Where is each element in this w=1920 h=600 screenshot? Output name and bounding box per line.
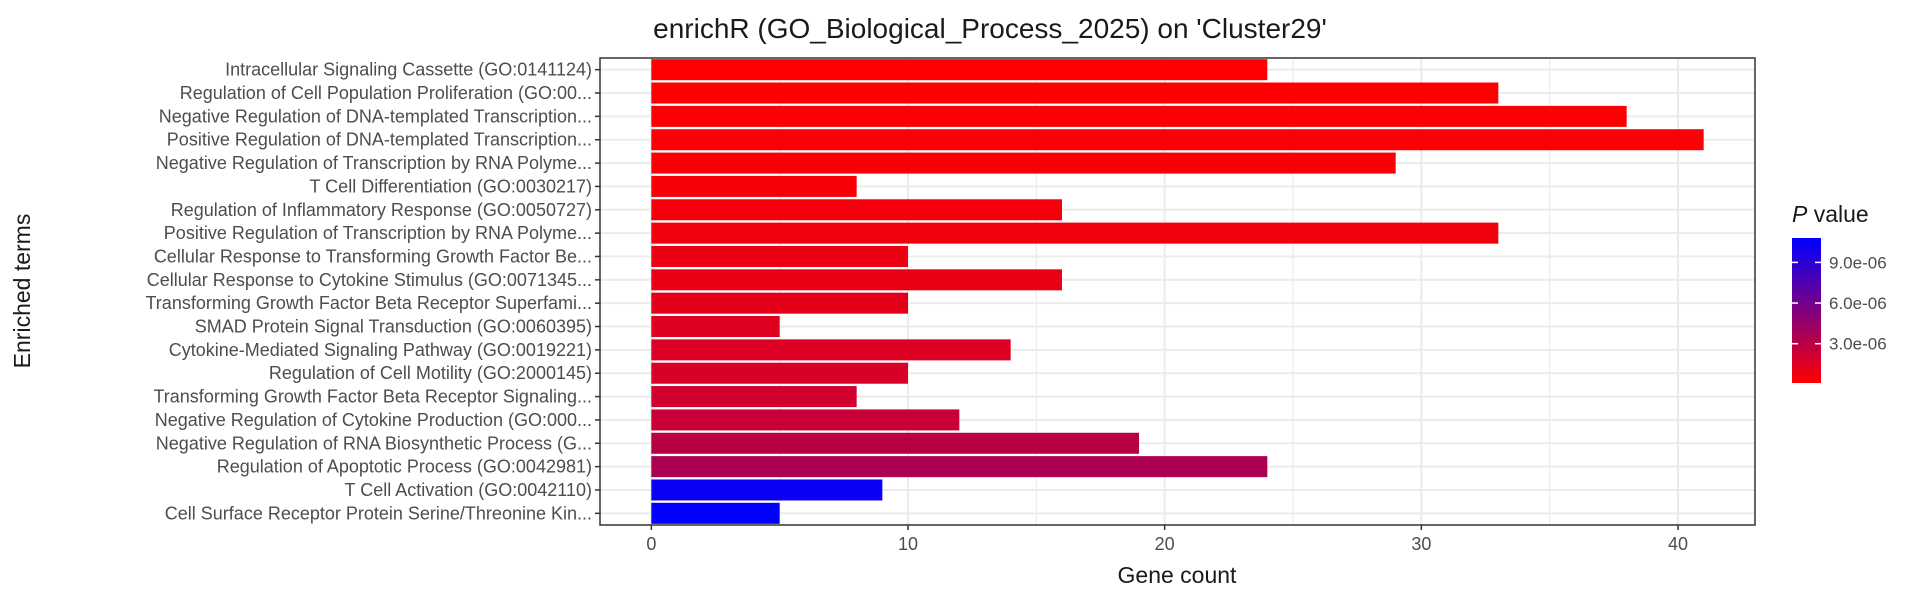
plot-panel bbox=[599, 57, 1756, 526]
term-label: Negative Regulation of Cytokine Producti… bbox=[155, 410, 592, 430]
bar bbox=[651, 105, 1627, 127]
panel-border bbox=[599, 57, 1756, 526]
bar bbox=[651, 409, 960, 431]
term-label: SMAD Protein Signal Transduction (GO:006… bbox=[195, 317, 592, 337]
term-label: Regulation of Inflammatory Response (GO:… bbox=[171, 200, 592, 220]
y-axis-title: Enriched terms bbox=[9, 214, 35, 369]
legend-colorbar bbox=[1792, 238, 1821, 383]
bar bbox=[651, 129, 1704, 151]
term-label: Negative Regulation of RNA Biosynthetic … bbox=[156, 433, 592, 453]
term-label: Cytokine-Mediated Signaling Pathway (GO:… bbox=[169, 340, 592, 360]
term-label: Intracellular Signaling Cassette (GO:014… bbox=[225, 60, 592, 80]
x-tick-label: 30 bbox=[1411, 534, 1431, 554]
legend-title: P value bbox=[1792, 201, 1869, 227]
term-label: Transforming Growth Factor Beta Receptor… bbox=[153, 387, 592, 407]
x-tick-label: 40 bbox=[1668, 534, 1688, 554]
term-label: Regulation of Cell Population Proliferat… bbox=[180, 83, 592, 103]
bar bbox=[651, 316, 780, 338]
x-tick-label: 0 bbox=[646, 534, 656, 554]
legend-title-rest: value bbox=[1807, 201, 1868, 227]
bars bbox=[651, 59, 1704, 524]
chart-title: enrichR (GO_Biological_Process_2025) on … bbox=[653, 13, 1327, 44]
bar bbox=[651, 479, 883, 501]
color-legend: P value 9.0e-06 6.0e-06 3.0e-06 bbox=[1792, 201, 1887, 383]
bar bbox=[651, 199, 1062, 221]
term-label: Negative Regulation of DNA-templated Tra… bbox=[159, 106, 592, 126]
bar bbox=[651, 456, 1268, 478]
bar bbox=[651, 245, 908, 267]
bar bbox=[651, 502, 780, 524]
term-label: Cellular Response to Cytokine Stimulus (… bbox=[147, 270, 592, 290]
term-label: T Cell Differentiation (GO:0030217) bbox=[310, 176, 592, 196]
bar bbox=[651, 152, 1396, 174]
term-label: Cellular Response to Transforming Growth… bbox=[154, 246, 592, 266]
bar bbox=[651, 82, 1499, 104]
legend-title-italic: P bbox=[1792, 201, 1808, 227]
term-label: Positive Regulation of Transcription by … bbox=[164, 223, 592, 243]
term-label: Positive Regulation of DNA-templated Tra… bbox=[167, 130, 592, 150]
x-tick-label: 20 bbox=[1155, 534, 1175, 554]
legend-ticks: 9.0e-06 6.0e-06 3.0e-06 bbox=[1792, 253, 1887, 354]
x-axis-ticks: 0 10 20 30 40 bbox=[646, 525, 1688, 554]
legend-tick-label: 6.0e-06 bbox=[1829, 294, 1887, 313]
term-label: Negative Regulation of Transcription by … bbox=[156, 153, 592, 173]
bar bbox=[651, 175, 857, 197]
legend-tick-label: 9.0e-06 bbox=[1829, 253, 1887, 272]
term-label: Regulation of Cell Motility (GO:2000145) bbox=[269, 363, 592, 383]
bar bbox=[651, 222, 1499, 244]
bar bbox=[651, 386, 857, 408]
x-axis-title: Gene count bbox=[1118, 562, 1238, 588]
bar bbox=[651, 269, 1062, 291]
bar bbox=[651, 292, 908, 314]
term-label: T Cell Activation (GO:0042110) bbox=[345, 480, 592, 500]
panel-background bbox=[600, 58, 1755, 525]
bar bbox=[651, 339, 1011, 361]
term-label: Transforming Growth Factor Beta Receptor… bbox=[145, 293, 592, 313]
term-labels: Intracellular Signaling Cassette (GO:014… bbox=[145, 60, 600, 523]
term-label: Regulation of Apoptotic Process (GO:0042… bbox=[217, 457, 592, 477]
legend-tick-label: 3.0e-06 bbox=[1829, 335, 1887, 354]
bar bbox=[651, 59, 1268, 81]
bar bbox=[651, 432, 1139, 454]
bar bbox=[651, 362, 908, 384]
x-tick-label: 10 bbox=[898, 534, 918, 554]
term-label: Cell Surface Receptor Protein Serine/Thr… bbox=[165, 503, 592, 523]
